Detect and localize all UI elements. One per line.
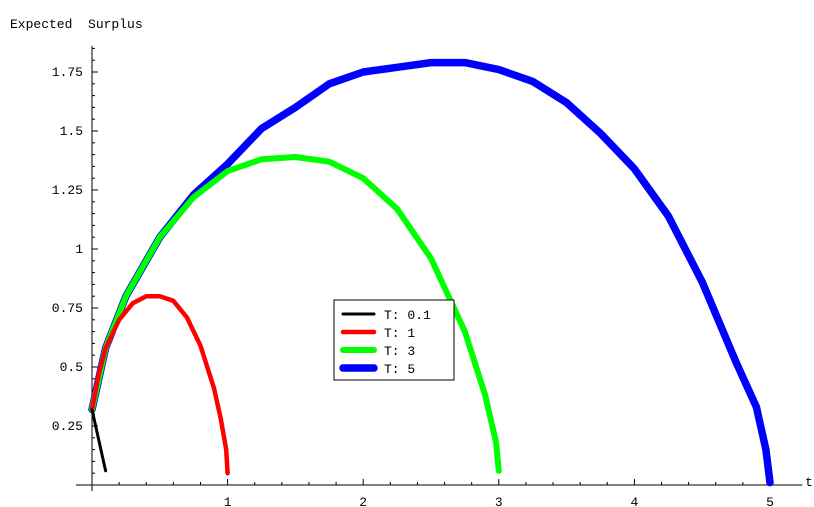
x-tick-label: 3 [495, 495, 503, 507]
series-group [88, 58, 774, 487]
y-tick-label: 0.25 [52, 419, 83, 434]
series-line-T-0.1 [90, 408, 108, 473]
y-tick-label: 1.5 [60, 124, 83, 139]
y-tick-label: 1.75 [52, 65, 83, 80]
y-tick-label: 0.5 [60, 360, 83, 375]
series-line-T-3 [89, 154, 502, 474]
x-axis-label: t [805, 475, 813, 490]
y-axis-label: Expected Surplus [10, 17, 143, 32]
x-tick-label: 2 [359, 495, 367, 507]
legend-label-T-5: T: 5 [384, 362, 415, 377]
legend-label-T-3: T: 3 [384, 344, 415, 359]
y-tick-label: 1.25 [52, 183, 83, 198]
series-line-T-5 [88, 58, 774, 487]
legend: T: 0.1 T: 1 T: 3 T: 5 [333, 299, 455, 381]
x-tick-label: 4 [630, 495, 638, 507]
axes: 1 2 3 4 5 0.25 0.5 0.75 1 1.25 1.5 1.75 [52, 46, 803, 507]
x-tick-label: 1 [224, 495, 232, 507]
legend-label-T-1: T: 1 [384, 326, 415, 341]
y-tick-label: 1 [75, 242, 83, 257]
legend-label-T-0.1: T: 0.1 [384, 308, 431, 323]
x-tick-label: 5 [766, 495, 774, 507]
legend-items: T: 0.1 T: 1 T: 3 T: 5 [339, 308, 431, 377]
series-line-T-1 [89, 293, 230, 476]
y-tick-label: 0.75 [52, 301, 83, 316]
